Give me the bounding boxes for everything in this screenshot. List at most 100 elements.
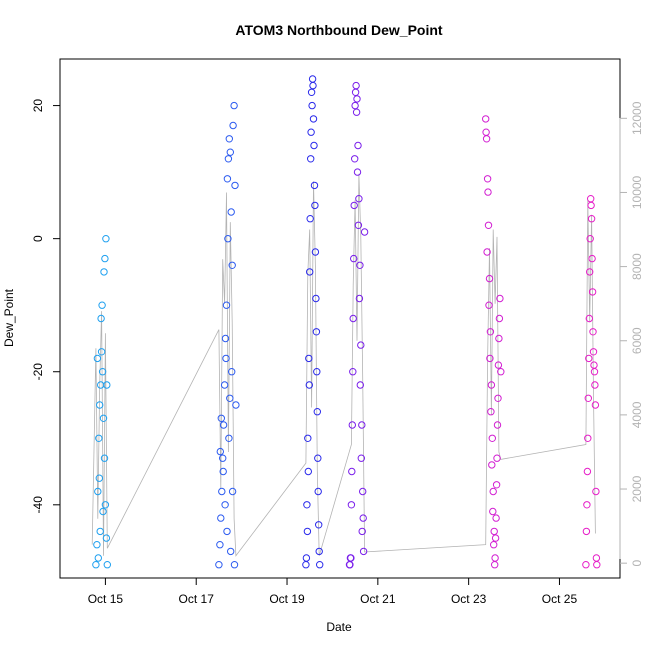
data-point-series-3: [351, 101, 359, 110]
data-point-series-2: [315, 547, 323, 556]
data-point-series-4: [483, 175, 492, 183]
data-point-series-4: [485, 274, 494, 283]
data-points: [92, 75, 601, 569]
data-point-series-4: [496, 294, 504, 303]
data-point-series-0: [98, 301, 106, 309]
data-point-series-2: [308, 75, 317, 83]
data-point-series-3: [351, 155, 359, 163]
data-point-series-3: [354, 221, 363, 230]
data-point-series-4: [494, 361, 503, 369]
data-point-series-2: [313, 368, 321, 376]
data-point-series-1: [228, 487, 237, 496]
data-point-series-4: [491, 534, 500, 542]
data-point-series-0: [92, 561, 100, 569]
data-point-series-2: [316, 561, 324, 569]
data-point-series-1: [217, 514, 225, 522]
data-point-series-0: [93, 354, 102, 363]
data-point-series-5: [591, 381, 599, 389]
data-point-series-1: [222, 301, 231, 309]
data-point-series-2: [303, 527, 312, 536]
data-point-series-5: [588, 254, 596, 263]
data-point-series-3: [355, 195, 363, 203]
y2-tick-label: 10000: [630, 175, 644, 209]
data-point-series-0: [100, 268, 108, 276]
data-point-series-2: [304, 434, 312, 442]
data-point-series-2: [307, 128, 315, 136]
data-point-series-3: [354, 141, 362, 150]
data-point-series-0: [102, 534, 111, 542]
data-point-series-5: [591, 401, 600, 409]
plot-frame: [59, 58, 621, 579]
data-point-series-1: [216, 447, 225, 456]
data-point-series-4: [482, 135, 491, 143]
data-point-series-4: [484, 221, 493, 230]
data-point-series-2: [306, 215, 314, 223]
data-point-series-3: [353, 95, 361, 103]
data-point-series-3: [356, 261, 364, 269]
data-point-series-1: [232, 401, 240, 409]
data-point-series-0: [97, 381, 105, 389]
y-axis-label: Dew_Point: [2, 288, 16, 347]
data-point-series-0: [96, 527, 104, 536]
x-axis: Oct 15 Oct 17 Oct 19 Oct 21 Oct 23 Oct 2…: [88, 577, 577, 606]
y2-tick-label: 6000: [630, 327, 644, 354]
y2-tick-label: 12000: [630, 101, 644, 135]
data-point-series-2: [306, 268, 314, 276]
data-point-series-0: [99, 507, 107, 516]
data-point-series-5: [589, 328, 597, 336]
data-point-series-1: [226, 394, 234, 402]
data-point-series-2: [311, 248, 320, 256]
data-point-series-5: [587, 215, 596, 223]
data-point-series-2: [309, 81, 317, 90]
data-point-series-0: [99, 414, 108, 422]
data-point-series-2: [305, 354, 313, 363]
data-point-series-1: [223, 527, 231, 536]
data-point-series-4: [482, 115, 490, 123]
data-point-series-4: [495, 314, 504, 323]
data-point-series-4: [491, 561, 499, 569]
x-tick-label: Oct 19: [269, 592, 305, 606]
data-point-series-5: [593, 561, 601, 569]
data-point-series-2: [311, 201, 319, 210]
data-point-series-4: [482, 128, 490, 136]
data-point-series-2: [302, 554, 311, 562]
data-point-series-3: [348, 421, 356, 429]
data-point-series-1: [215, 561, 223, 569]
data-point-series-5: [586, 235, 594, 243]
data-point-series-4: [488, 434, 496, 442]
data-point-series-1: [222, 354, 230, 363]
data-point-series-2: [308, 101, 316, 110]
data-point-series-3: [350, 201, 358, 210]
data-point-series-1: [225, 135, 234, 143]
data-point-series-4: [489, 507, 497, 516]
data-point-series-4: [492, 481, 501, 489]
y-axis: 20 0 -20 -40: [31, 99, 61, 514]
data-point-series-3: [358, 527, 366, 536]
y-tick-label: -40: [31, 496, 45, 514]
data-point-series-5: [592, 487, 600, 496]
data-point-series-2: [304, 467, 312, 476]
data-point-series-1: [226, 148, 235, 156]
data-point-series-5: [587, 195, 595, 203]
y2-tick-label: 2000: [630, 475, 644, 502]
data-point-series-3: [351, 88, 360, 97]
data-point-series-1: [221, 334, 230, 343]
data-point-series-5: [587, 201, 595, 210]
data-point-series-1: [220, 381, 229, 389]
data-point-series-0: [97, 314, 105, 323]
data-point-series-3: [352, 81, 360, 90]
data-point-series-3: [359, 487, 367, 496]
x-tick-label: Oct 15: [88, 592, 124, 606]
x-tick-label: Oct 23: [451, 592, 487, 606]
data-point-series-1: [229, 121, 237, 130]
data-point-series-1: [227, 547, 235, 556]
data-point-series-3: [353, 168, 362, 176]
data-point-series-1: [224, 235, 232, 243]
data-point-series-4: [483, 248, 491, 256]
data-point-series-4: [488, 461, 496, 469]
data-point-series-0: [94, 554, 103, 562]
data-point-series-1: [228, 261, 236, 269]
data-point-series-5: [582, 561, 590, 569]
data-point-series-0: [95, 434, 103, 442]
